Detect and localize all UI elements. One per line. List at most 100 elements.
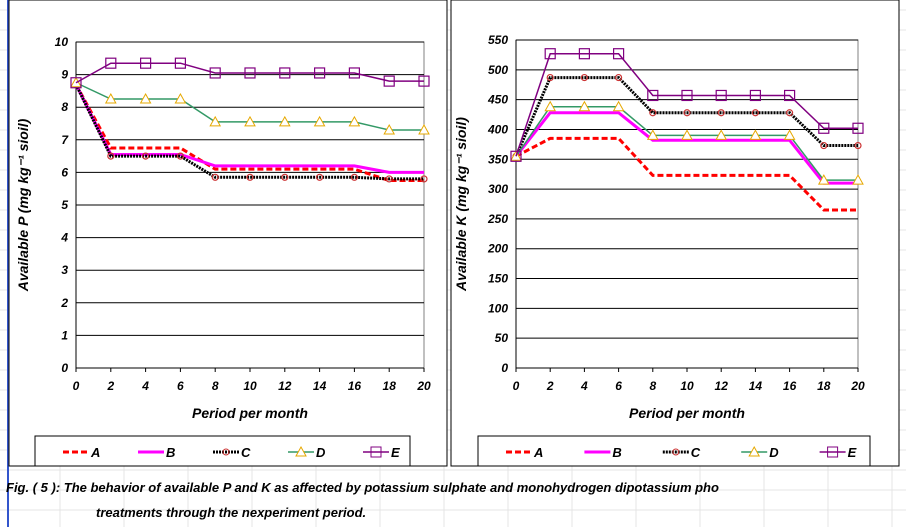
y-tick-label: 8	[61, 100, 68, 114]
point	[854, 141, 862, 150]
point	[681, 89, 693, 102]
point	[348, 67, 360, 79]
chart: 0 50 100 150 200 250 300 350 400 450 500 550 0 2 4 6 8 10…	[450, 0, 900, 467]
point	[70, 77, 82, 89]
point	[546, 73, 554, 82]
legend-label: C	[241, 445, 251, 460]
point	[544, 48, 556, 60]
point	[348, 115, 361, 127]
point	[578, 48, 591, 60]
point	[418, 75, 430, 87]
point	[544, 100, 557, 112]
point	[420, 175, 428, 183]
point	[649, 109, 657, 117]
point	[174, 57, 186, 69]
point	[246, 173, 254, 181]
point	[142, 152, 150, 160]
y-tick-label: 7	[61, 133, 69, 147]
point	[211, 173, 219, 181]
legend-label: A	[90, 445, 100, 460]
point	[818, 122, 830, 134]
legend-label: B	[612, 445, 621, 460]
point	[105, 57, 117, 69]
x-tick-label: 12	[278, 379, 292, 393]
point	[176, 152, 184, 160]
point	[817, 174, 830, 185]
series-line	[74, 83, 424, 183]
x-tick-label: 18	[383, 379, 397, 393]
point	[383, 123, 396, 135]
y-tick-label: 5	[61, 198, 68, 212]
y-tick-label: 10	[55, 35, 69, 49]
x-tick-label: 4	[580, 379, 588, 393]
point	[852, 122, 864, 134]
point	[852, 174, 864, 185]
series-line	[75, 62, 424, 84]
plot-area	[515, 39, 859, 369]
x-axis-title: Period per month	[192, 405, 308, 421]
point	[350, 173, 358, 181]
legend-label: B	[166, 445, 175, 460]
x-tick-label: 14	[313, 379, 327, 393]
x-tick-label: 12	[715, 379, 729, 393]
point	[578, 100, 591, 112]
point	[209, 115, 222, 127]
legend-label: A	[533, 445, 543, 460]
point	[139, 93, 152, 104]
point	[385, 175, 393, 183]
caption-line: treatments through the nexperiment perio…	[96, 505, 366, 520]
point	[749, 129, 762, 140]
x-tick-label: 20	[416, 379, 431, 393]
point	[612, 100, 625, 112]
legend-marker	[748, 445, 761, 457]
point	[316, 173, 324, 181]
legend-label: C	[691, 445, 701, 460]
point	[209, 67, 221, 79]
y-tick-label: 3	[61, 263, 68, 277]
point	[314, 67, 326, 79]
legend-label: E	[391, 445, 400, 460]
point	[244, 67, 256, 79]
point	[820, 141, 828, 150]
x-tick-label: 8	[212, 379, 219, 393]
y-tick-label: 0	[61, 361, 68, 375]
legend	[477, 435, 871, 467]
point	[383, 75, 395, 87]
point	[783, 129, 796, 140]
x-tick-label: 6	[615, 379, 622, 393]
y-tick-label: 2	[60, 296, 68, 310]
x-tick-label: 20	[850, 379, 865, 393]
y-tick-label: 450	[487, 93, 508, 107]
x-tick-label: 14	[749, 379, 763, 393]
x-tick-label: 16	[348, 379, 362, 393]
point	[751, 109, 760, 117]
y-tick-label: 9	[61, 68, 68, 82]
series-line	[74, 83, 424, 174]
y-tick-label: 550	[488, 33, 508, 47]
point	[749, 89, 762, 102]
legend-label: D	[769, 445, 779, 460]
x-tick-label: 0	[73, 379, 80, 393]
point	[783, 89, 796, 102]
x-tick-label: 18	[817, 379, 831, 393]
y-axis-title: Available P (mg kg⁻¹ sioil)	[15, 118, 31, 292]
point	[281, 173, 289, 181]
point	[614, 73, 623, 82]
point	[244, 115, 256, 127]
y-axis-title: Available K (mg kg⁻¹ sioil)	[453, 117, 469, 292]
point	[646, 129, 659, 140]
series-line	[515, 136, 858, 212]
y-tick-label: 6	[61, 165, 68, 179]
legend-marker	[370, 446, 382, 458]
y-tick-label: 250	[487, 212, 508, 226]
y-tick-label: 4	[60, 231, 68, 245]
point	[683, 109, 691, 117]
legend-marker	[295, 445, 307, 457]
y-tick-label: 200	[487, 242, 508, 256]
x-tick-label: 8	[649, 379, 656, 393]
legend-marker	[222, 448, 230, 456]
legend-marker	[672, 448, 680, 456]
y-tick-label: 400	[487, 122, 508, 136]
